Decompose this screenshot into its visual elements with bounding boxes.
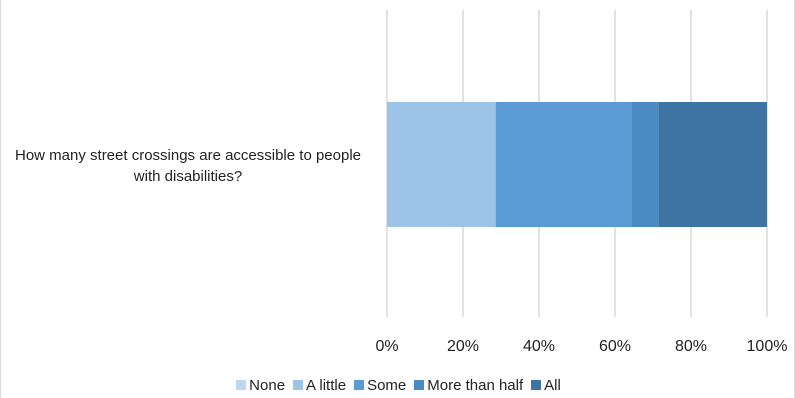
- bar-segment-more-than-half: [631, 102, 659, 227]
- legend-swatch: [293, 380, 304, 390]
- x-tick-label: 0%: [375, 338, 398, 355]
- bar-segment-some: [495, 102, 632, 227]
- legend-label: None: [249, 376, 286, 394]
- legend-label: A little: [306, 376, 347, 394]
- bar-segment-a-little: [387, 102, 496, 227]
- legend-item-all: All: [531, 377, 561, 394]
- x-tick-label: 60%: [599, 338, 631, 355]
- x-tick-label: 80%: [675, 338, 707, 355]
- legend-label: All: [544, 376, 561, 394]
- legend-item-some: Some: [354, 377, 406, 394]
- legend-swatch: [236, 380, 247, 390]
- x-tick-label: 40%: [523, 338, 555, 355]
- legend-swatch: [414, 380, 425, 390]
- category-label: How many street crossings are accessible…: [15, 147, 361, 185]
- x-tick-label: 100%: [747, 338, 788, 355]
- x-tick-label: 20%: [447, 338, 479, 355]
- legend-label: Some: [367, 376, 407, 394]
- legend-item-more-than-half: More than half: [414, 377, 523, 394]
- legend-label: More than half: [427, 376, 524, 394]
- legend-swatch: [531, 380, 542, 390]
- bar-series: [387, 102, 767, 227]
- bar-segment-all: [658, 102, 767, 227]
- x-tick-labels: 0% 20% 40% 60% 80% 100%: [375, 338, 787, 355]
- legend-item-none: None: [236, 377, 285, 394]
- legend-swatch: [354, 380, 365, 390]
- legend: None A little Some More than half All: [1, 375, 795, 395]
- legend-item-a-little: A little: [293, 377, 346, 394]
